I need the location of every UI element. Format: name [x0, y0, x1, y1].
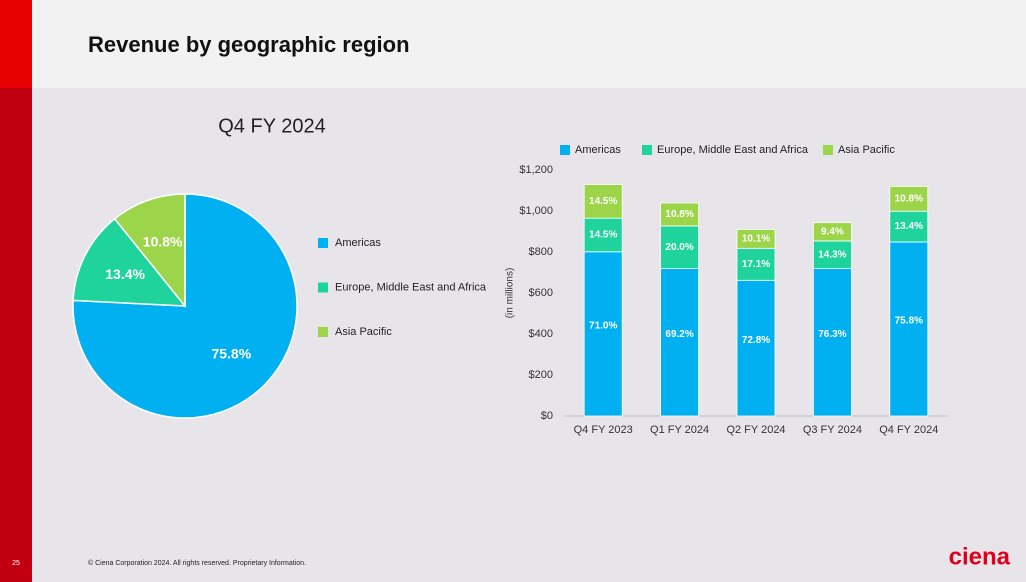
bar-segment	[813, 240, 852, 270]
bar-segment	[813, 222, 852, 242]
title-banner	[32, 0, 1026, 88]
segment-label: 10.8%	[895, 193, 923, 204]
legend-label: Asia Pacific	[838, 144, 895, 156]
bar-segment	[583, 217, 623, 253]
legend-swatch	[642, 145, 652, 155]
bar-segment	[889, 185, 929, 212]
slide-title: Revenue by geographic region	[88, 32, 410, 57]
legend-label: Americas	[335, 237, 381, 249]
page-number: 25	[12, 560, 20, 567]
bar-segment	[660, 202, 699, 227]
segment-label: 20.0%	[665, 242, 693, 253]
y-tick-label: $800	[529, 246, 553, 258]
legend-swatch	[823, 145, 833, 155]
y-tick-label: $600	[529, 287, 553, 299]
x-tick-label: Q3 FY 2024	[803, 424, 862, 436]
bar-segment	[583, 251, 623, 417]
legend-swatch	[560, 145, 570, 155]
segment-label: 14.5%	[589, 230, 617, 241]
slice-label: 13.4%	[105, 266, 145, 282]
segment-label: 10.8%	[665, 209, 693, 220]
y-tick-label: $0	[541, 410, 553, 422]
slice-label: 75.8%	[211, 345, 251, 361]
bar-segment	[889, 241, 929, 417]
y-tick-label: $1,000	[519, 205, 553, 217]
x-tick-label: Q4 FY 2024	[879, 424, 938, 436]
bar-segment	[583, 184, 623, 219]
y-tick-label: $400	[529, 328, 553, 340]
legend-label: Europe, Middle East and Africa	[657, 144, 809, 156]
logo: ciena	[949, 543, 1011, 570]
segment-label: 76.3%	[818, 329, 846, 340]
x-tick-label: Q1 FY 2024	[650, 424, 709, 436]
y-tick-label: $1,200	[519, 164, 553, 176]
slice-label: 10.8%	[143, 233, 183, 249]
bar-segment	[813, 268, 852, 417]
segment-label: 69.2%	[665, 329, 693, 340]
accent-bar	[0, 88, 32, 582]
segment-label: 14.5%	[589, 196, 617, 207]
bar-segment	[736, 229, 776, 249]
bar-segment	[660, 225, 699, 270]
pie-slice	[113, 193, 186, 309]
chart-title: Q4 FY 2024	[218, 115, 325, 137]
legend-label: Asia Pacific	[335, 326, 392, 338]
legend-label: Americas	[575, 144, 621, 156]
x-tick-label: Q2 FY 2024	[726, 424, 785, 436]
pie-slice	[72, 217, 187, 307]
segment-label: 10.1%	[742, 234, 770, 245]
segment-label: 14.3%	[818, 249, 846, 260]
y-tick-label: $200	[529, 369, 553, 381]
bar-segment	[889, 210, 929, 243]
bar-segment	[660, 268, 699, 417]
bar-segment	[736, 279, 776, 417]
legend-swatch	[318, 282, 328, 293]
accent-bar-top	[0, 0, 32, 88]
bar-segment	[736, 247, 776, 281]
segment-label: 9.4%	[821, 226, 844, 237]
segment-label: 75.8%	[895, 316, 923, 327]
copyright: © Ciena Corporation 2024. All rights res…	[88, 559, 306, 567]
legend-label: Europe, Middle East and Africa	[335, 281, 487, 293]
segment-label: 71.0%	[589, 321, 617, 332]
y-axis-label: (in millions)	[505, 268, 516, 319]
legend-swatch	[318, 327, 328, 337]
segment-label: 17.1%	[742, 259, 770, 270]
x-tick-label: Q4 FY 2023	[574, 424, 633, 436]
segment-label: 13.4%	[895, 221, 923, 232]
segment-label: 72.8%	[742, 335, 770, 346]
legend-swatch	[318, 238, 328, 248]
